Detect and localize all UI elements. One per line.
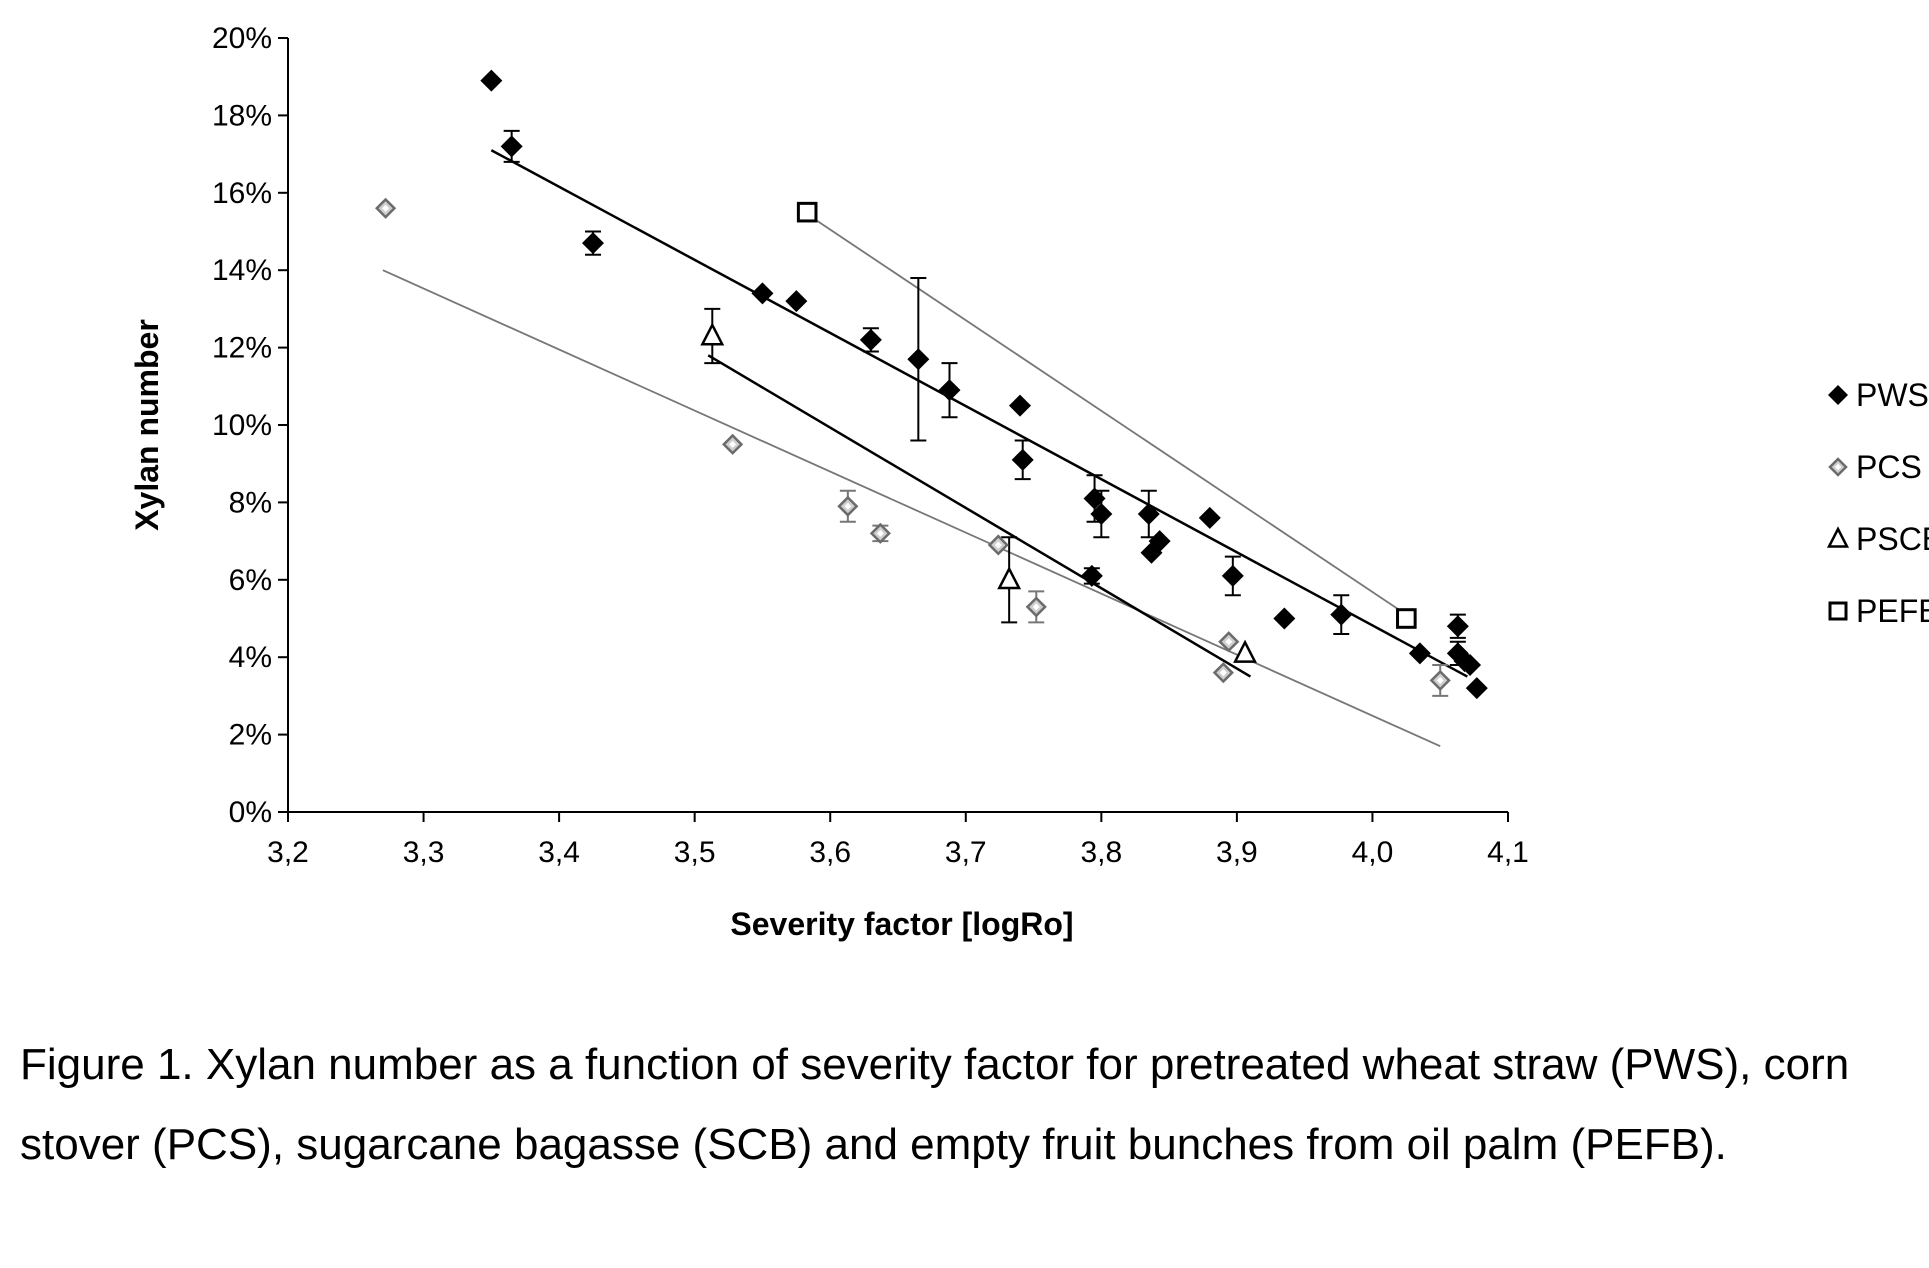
y-tick-label: 14% bbox=[212, 254, 272, 287]
marker-shape bbox=[480, 70, 502, 92]
pcs-trendline bbox=[383, 270, 1440, 746]
pws-point bbox=[1447, 615, 1469, 637]
x-tick-label: 3,3 bbox=[403, 836, 445, 869]
error-bars bbox=[504, 131, 1466, 696]
pcs-point bbox=[839, 497, 857, 515]
marker-shape bbox=[1235, 642, 1255, 661]
marker-shape bbox=[1222, 565, 1244, 587]
pws-point bbox=[907, 348, 929, 370]
pws-point bbox=[582, 232, 604, 254]
legend-marker-pscb bbox=[1829, 529, 1847, 547]
legend: PWS PCS PSCB PEFB bbox=[1828, 377, 1929, 629]
pefb-point bbox=[1398, 610, 1416, 628]
x-tick-label: 3,9 bbox=[1216, 836, 1258, 869]
pcs-point bbox=[1027, 598, 1045, 616]
pws-point bbox=[1222, 565, 1244, 587]
x-tick-label: 3,8 bbox=[1080, 836, 1122, 869]
marker-shape bbox=[501, 135, 523, 157]
pscb-point bbox=[999, 569, 1019, 588]
pws-point bbox=[1138, 503, 1160, 525]
y-tick-label: 12% bbox=[212, 332, 272, 365]
marker-shape bbox=[582, 232, 604, 254]
marker-shape bbox=[798, 203, 816, 221]
marker-shape bbox=[1138, 503, 1160, 525]
marker-shape bbox=[860, 329, 882, 351]
pcs-point bbox=[377, 199, 395, 217]
pefb-point bbox=[798, 203, 816, 221]
marker-shape bbox=[1828, 385, 1848, 405]
pcs-point bbox=[872, 525, 890, 543]
pws-point bbox=[1466, 677, 1488, 699]
marker-shape bbox=[1466, 677, 1488, 699]
legend-marker-pcs bbox=[1830, 459, 1846, 475]
marker-shape bbox=[1009, 395, 1031, 417]
legend-marker-pefb bbox=[1830, 603, 1846, 619]
legend-marker-pws bbox=[1828, 385, 1848, 405]
x-tick-label: 3,5 bbox=[674, 836, 716, 869]
marker-shape bbox=[1199, 507, 1221, 529]
pws-point bbox=[1012, 449, 1034, 471]
y-tick-label: 20% bbox=[212, 22, 272, 55]
x-tick-label: 3,4 bbox=[538, 836, 580, 869]
pcs-point bbox=[724, 436, 742, 454]
legend-label-pws: PWS bbox=[1856, 377, 1929, 413]
pws-point bbox=[480, 70, 502, 92]
y-tick-label: 2% bbox=[229, 719, 272, 752]
x-tick-label: 3,6 bbox=[809, 836, 851, 869]
y-tick-label: 6% bbox=[229, 564, 272, 597]
pscb-point bbox=[1235, 642, 1255, 661]
marker-shape bbox=[785, 290, 807, 312]
pefb-trendline bbox=[810, 216, 1406, 615]
marker-shape bbox=[702, 325, 722, 344]
pws-point bbox=[1273, 608, 1295, 630]
marker-shape bbox=[1829, 529, 1847, 547]
marker-shape bbox=[1330, 604, 1352, 626]
marker-shape bbox=[1398, 610, 1416, 628]
x-tick-label: 4,1 bbox=[1487, 836, 1529, 869]
marker-shape bbox=[907, 348, 929, 370]
y-tick-label: 10% bbox=[212, 409, 272, 442]
trendlines bbox=[383, 150, 1467, 746]
data-points bbox=[377, 70, 1488, 700]
scatter-chart: 0% 2% 4% 6% 8% 10% 12% 14% 16% 18% 20% 3,2 3,3 3,4 3,5… bbox=[0, 0, 1929, 1010]
pws-point bbox=[1330, 604, 1352, 626]
y-tick-label: 8% bbox=[229, 486, 272, 519]
y-axis-title: Xylan number bbox=[129, 319, 165, 531]
x-axis-title: Severity factor [logRo] bbox=[730, 906, 1073, 942]
x-tick-label: 3,7 bbox=[945, 836, 987, 869]
marker-shape bbox=[999, 569, 1019, 588]
y-tick-label: 18% bbox=[212, 99, 272, 132]
legend-label-pscb: PSCB bbox=[1856, 521, 1929, 557]
pws-point bbox=[501, 135, 523, 157]
figure-caption: Figure 1. Xylan number as a function of … bbox=[20, 1025, 1910, 1185]
pws-point bbox=[939, 379, 961, 401]
pscb-point bbox=[702, 325, 722, 344]
legend-label-pcs: PCS bbox=[1856, 449, 1922, 485]
legend-label-pefb: PEFB bbox=[1856, 593, 1929, 629]
pws-point bbox=[860, 329, 882, 351]
pcs-point bbox=[990, 536, 1008, 554]
x-tick-label: 4,0 bbox=[1352, 836, 1394, 869]
marker-shape bbox=[1012, 449, 1034, 471]
pws-point bbox=[785, 290, 807, 312]
marker-shape bbox=[1273, 608, 1295, 630]
y-tick-label: 16% bbox=[212, 177, 272, 210]
marker-shape bbox=[1830, 603, 1846, 619]
marker-shape bbox=[1447, 615, 1469, 637]
pcs-point bbox=[1215, 664, 1233, 682]
marker-shape bbox=[939, 379, 961, 401]
pws-point bbox=[1009, 395, 1031, 417]
pws-point bbox=[1199, 507, 1221, 529]
x-tick-label: 3,2 bbox=[267, 836, 309, 869]
pws-trendline bbox=[491, 150, 1467, 676]
axes: 0% 2% 4% 6% 8% 10% 12% 14% 16% 18% 20% 3,2 3,3 3,4 3,5… bbox=[212, 22, 1529, 869]
y-tick-label: 4% bbox=[229, 641, 272, 674]
y-tick-label: 0% bbox=[229, 796, 272, 829]
pcs-point bbox=[1431, 672, 1449, 690]
